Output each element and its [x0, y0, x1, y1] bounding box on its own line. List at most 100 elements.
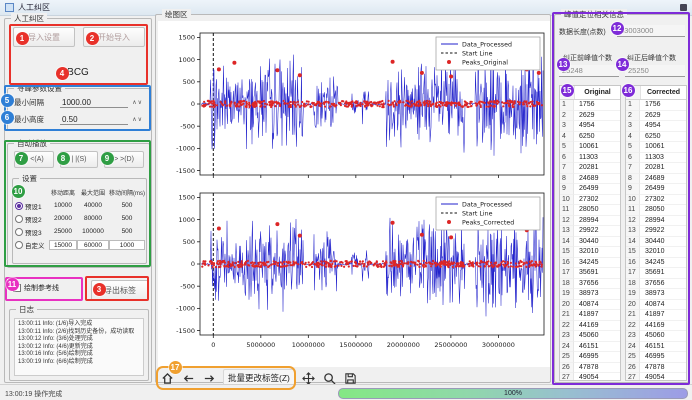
- table-row[interactable]: 15 32010: [560, 247, 620, 258]
- table-row[interactable]: 20 40874: [626, 299, 686, 310]
- table-row[interactable]: 25 46995: [560, 352, 620, 363]
- col-header-range: 最大范围: [80, 191, 105, 197]
- table-row[interactable]: 21 41897: [626, 310, 686, 321]
- preset-radio[interactable]: [15, 240, 23, 249]
- corrected-peaks-table[interactable]: Corrected 1 1756 2 2629 3 4954 4 6250 5 10061 6 113…: [625, 85, 687, 381]
- peak-value: 38973: [640, 289, 686, 300]
- table-row[interactable]: 1 1756: [626, 100, 686, 111]
- table-row[interactable]: 9 26499: [560, 184, 620, 195]
- peak-value: 11303: [574, 153, 620, 163]
- table-row[interactable]: 6 11303: [626, 152, 686, 163]
- table-row[interactable]: 5 10061: [626, 142, 686, 153]
- table-row[interactable]: 7 20281: [626, 163, 686, 174]
- preset-label: 自定义: [25, 242, 45, 250]
- table-row[interactable]: 1 1756: [560, 100, 620, 111]
- table-row[interactable]: 27 49054: [560, 373, 620, 380]
- step-forward-label: > >(D): [114, 156, 134, 163]
- table-row[interactable]: 16 34245: [560, 257, 620, 268]
- table-row[interactable]: 22 44169: [560, 320, 620, 331]
- original-peaks-table[interactable]: Original 1 1756 2 2629 3 4954 4 6250 5 10061 6 1130…: [559, 85, 621, 381]
- pan-icon[interactable]: [302, 371, 316, 385]
- start-import-button[interactable]: 开始导入: [83, 27, 145, 47]
- table-row[interactable]: 16 34245: [626, 257, 686, 268]
- preset-input[interactable]: 15000: [49, 239, 77, 250]
- table-row[interactable]: 10 27302: [560, 194, 620, 205]
- data-length-field: 33003000: [617, 25, 685, 37]
- home-icon[interactable]: [160, 371, 174, 385]
- log-output[interactable]: 13:00:11 Info: (1/6)导入完成 13:00:11 Info: (…: [14, 318, 144, 376]
- save-icon[interactable]: [344, 371, 358, 385]
- table-row[interactable]: 14 30440: [626, 236, 686, 247]
- svg-text:0: 0: [211, 341, 215, 349]
- table-row[interactable]: 26 47878: [560, 362, 620, 373]
- table-row[interactable]: 23 45060: [560, 331, 620, 342]
- som-mark-3: 3: [92, 282, 106, 296]
- table-row[interactable]: 27 49054: [626, 373, 686, 380]
- table-row[interactable]: 15 32010: [626, 247, 686, 258]
- table-row[interactable]: 24 46151: [626, 341, 686, 352]
- row-index: 20: [560, 299, 574, 310]
- table-row[interactable]: 13 29922: [626, 226, 686, 237]
- preset-value: 80000: [83, 215, 103, 222]
- table-row[interactable]: 21 41897: [560, 310, 620, 321]
- table-row[interactable]: 12 28994: [560, 215, 620, 226]
- table-row[interactable]: 18 37656: [626, 278, 686, 289]
- table-row[interactable]: 4 6250: [626, 131, 686, 142]
- svg-text:Data_Processed: Data_Processed: [462, 42, 512, 49]
- table-row[interactable]: 10 27302: [626, 194, 686, 205]
- table-row[interactable]: 3 4954: [560, 121, 620, 132]
- table-row[interactable]: 24 46151: [560, 341, 620, 352]
- table-row[interactable]: 20 40874: [560, 299, 620, 310]
- table-row[interactable]: 3 4954: [626, 121, 686, 132]
- svg-text:Start Line: Start Line: [462, 211, 493, 218]
- table-row[interactable]: 8 24689: [626, 173, 686, 184]
- signal-plots[interactable]: -1500 -1000 -500 0 500 1000 1500 Data_Processed…: [158, 21, 550, 367]
- preset-radio[interactable]: [15, 227, 23, 236]
- table-row[interactable]: 18 37656: [560, 278, 620, 289]
- table-row[interactable]: 17 35691: [560, 268, 620, 279]
- table-row[interactable]: 13 29922: [560, 226, 620, 237]
- figure-canvas[interactable]: -1500 -1000 -500 0 500 1000 1500 Data_Processed…: [158, 21, 550, 367]
- table-row[interactable]: 12 28994: [626, 215, 686, 226]
- preset-radio[interactable]: [15, 201, 23, 210]
- table-row[interactable]: 19 38973: [626, 289, 686, 300]
- table-row[interactable]: 14 30440: [560, 236, 620, 247]
- table-row[interactable]: 26 47878: [626, 362, 686, 373]
- pause-button[interactable]: | |(S): [60, 151, 98, 168]
- table-row[interactable]: 6 11303: [560, 152, 620, 163]
- table-row[interactable]: 22 44169: [626, 320, 686, 331]
- left-panel-title: 人工纠区: [11, 13, 47, 24]
- som-mark-1: 1: [15, 31, 29, 45]
- preset-input[interactable]: 60000: [77, 239, 109, 250]
- min-interval-input[interactable]: 1000.00: [60, 98, 129, 108]
- row-index: 13: [626, 226, 640, 237]
- signal-type-combo[interactable]: BCG: [67, 67, 89, 78]
- spinner-arrows-icon[interactable]: ∧∨: [132, 117, 143, 123]
- svg-text:Peaks_Corrected: Peaks_Corrected: [462, 220, 514, 227]
- zoom-icon[interactable]: [323, 371, 337, 385]
- min-height-input[interactable]: 0.50: [60, 115, 129, 125]
- table-row[interactable]: 17 35691: [626, 268, 686, 279]
- row-index: 11: [626, 205, 640, 216]
- table-row[interactable]: 9 26499: [626, 184, 686, 195]
- back-icon[interactable]: [181, 371, 195, 385]
- table-row[interactable]: 19 38973: [560, 289, 620, 300]
- table-row[interactable]: 11 28050: [626, 205, 686, 216]
- table-row[interactable]: 2 2629: [560, 110, 620, 121]
- preset-radio[interactable]: [15, 214, 23, 223]
- spinner-arrows-icon[interactable]: ∧∨: [132, 100, 143, 106]
- table-row[interactable]: 4 6250: [560, 131, 620, 142]
- table-row[interactable]: 8 24689: [560, 173, 620, 184]
- window-control-icon[interactable]: [680, 4, 687, 11]
- table-row[interactable]: 7 20281: [560, 163, 620, 174]
- svg-text:Start Line: Start Line: [462, 51, 493, 58]
- import-settings-button[interactable]: 导入设置: [13, 27, 75, 47]
- forward-icon[interactable]: [202, 371, 216, 385]
- plot-panel: 绘图区 -1500 -1000 -500 0 500 1000 1500 Data_Proce…: [155, 9, 551, 387]
- table-row[interactable]: 5 10061: [560, 142, 620, 153]
- preset-input[interactable]: 1000: [109, 239, 145, 250]
- table-row[interactable]: 23 45060: [626, 331, 686, 342]
- table-row[interactable]: 25 46995: [626, 352, 686, 363]
- table-row[interactable]: 2 2629: [626, 110, 686, 121]
- table-row[interactable]: 11 28050: [560, 205, 620, 216]
